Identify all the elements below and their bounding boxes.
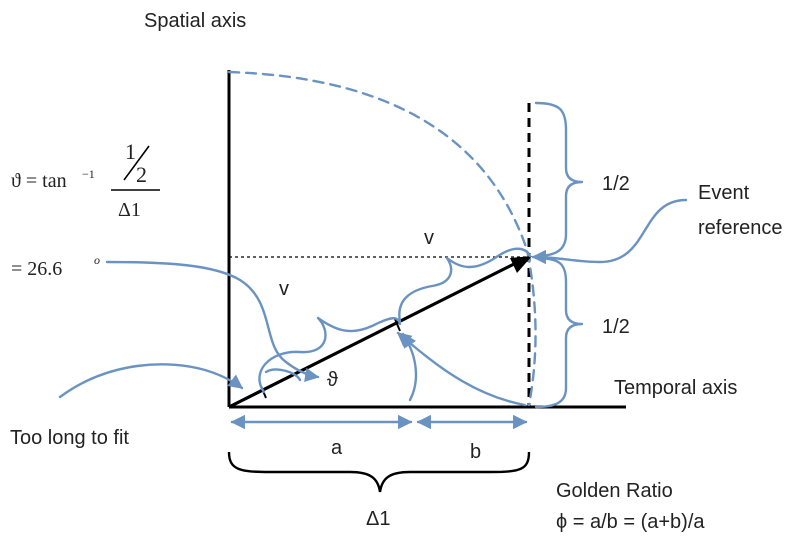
angle-arc-a [401,332,418,402]
spatial-axis-label: Spatial axis [144,10,246,32]
v-left-label: v [279,278,289,300]
event-reference-pointer [531,198,688,265]
delta1-label: Δ1 [366,508,390,530]
half-bottom-label: 1/2 [602,316,630,338]
formula-denominator: Δ1 [118,199,141,221]
angle-hook-small [264,368,302,382]
a-label: a [331,437,343,459]
temporal-axis-label: Temporal axis [614,377,737,399]
half-top-label: 1/2 [602,173,630,195]
brace-top-half [534,101,584,258]
delta1-brace [227,451,531,493]
too-long-label: Too long to fit [10,427,129,449]
theta-pointer [105,260,320,382]
event-reference-label-1: Event [698,182,750,204]
golden-ratio-formula: ϕ = a/b = (a+b)/a [556,511,705,533]
brace-bottom-half [534,256,584,409]
brace-lower-v [258,316,402,394]
formula-slash [123,145,150,181]
event-reference-label-2: reference [698,217,783,239]
dashed-arc [227,70,537,407]
velocity-vector-arrowhead [510,256,532,273]
golden-ratio-title: Golden Ratio [556,480,673,502]
formula-lhs: ϑ = tan [11,170,67,192]
brace-upper-v [398,247,532,324]
vector-tick-2 [394,318,401,332]
velocity-vector-line [228,262,515,409]
too-long-pointer [58,363,244,399]
formula-result: = 26.6 [11,258,62,280]
v-upper-label: v [424,227,434,249]
theta-label: ϑ [327,369,338,391]
formula-result-superscript: o [94,253,100,267]
formula-numerator: 1 [125,139,136,164]
b-label: b [470,441,481,463]
formula-denominator-small: 2 [136,162,147,187]
formula-exponent: −1 [82,167,95,181]
angle-arc-b [396,331,527,407]
